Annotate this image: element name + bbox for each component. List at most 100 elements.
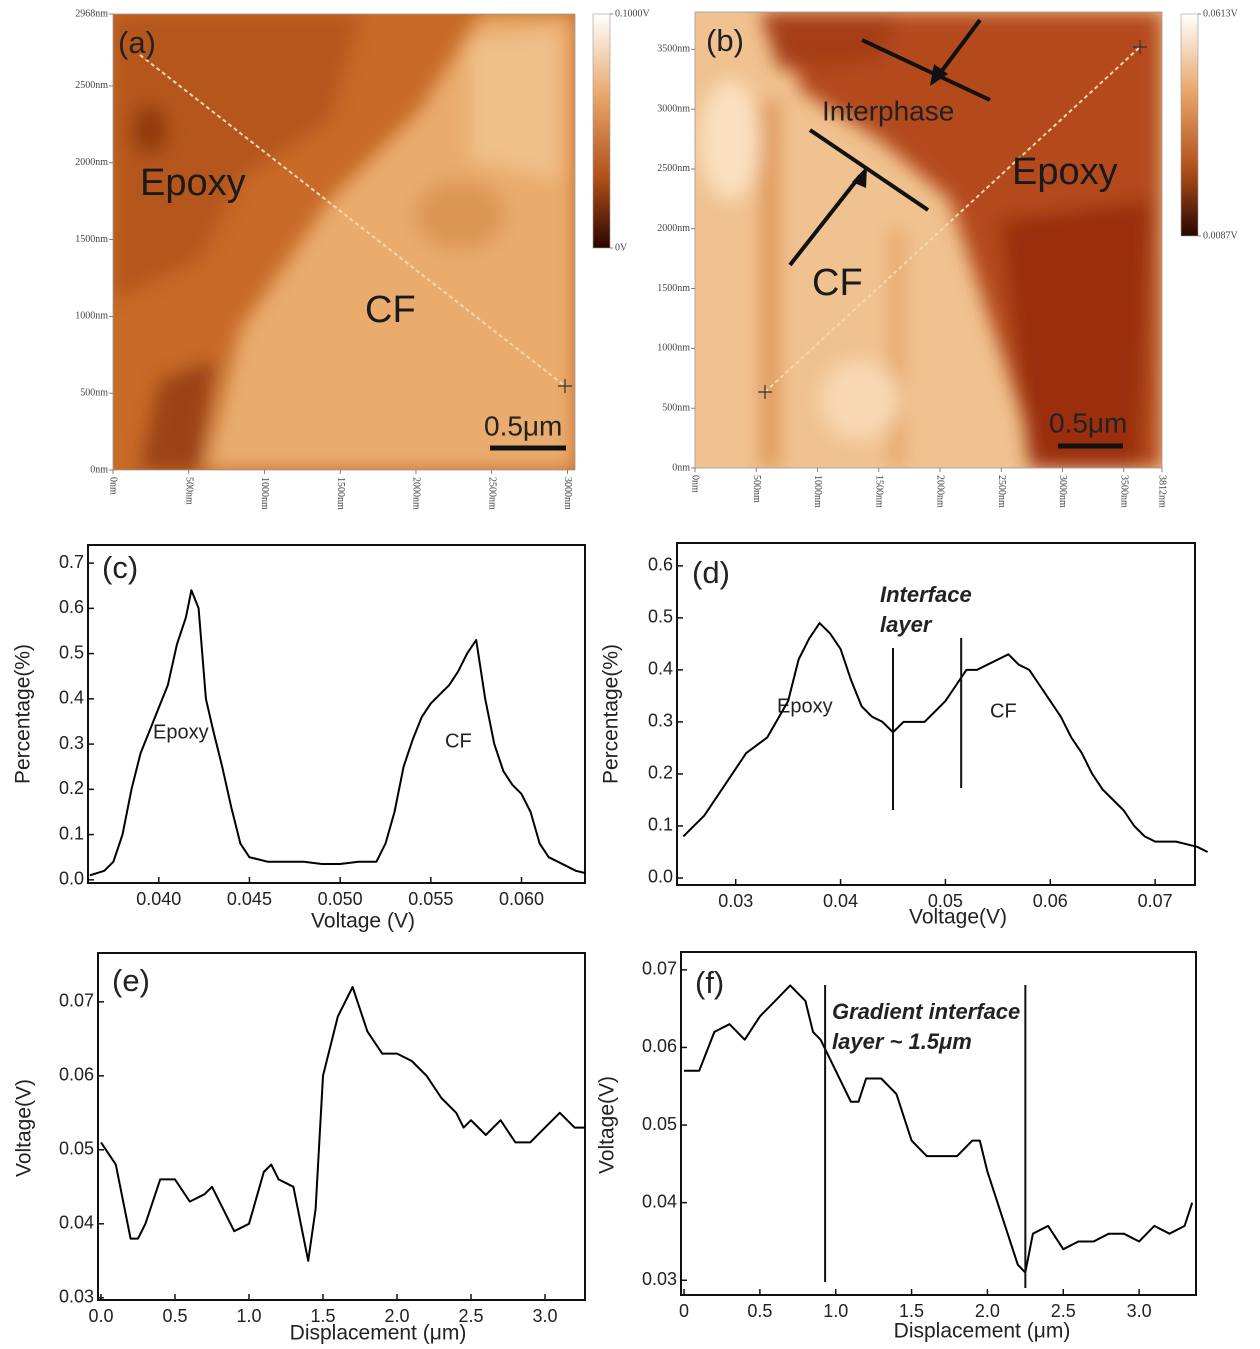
y-tick-label: 2500nm (657, 163, 690, 174)
x-tick-label: 1.5 (310, 1306, 335, 1326)
panel-label: (e) (112, 963, 150, 998)
y-tick-label: 1000nm (75, 311, 108, 322)
y-tick-label: 0.03 (642, 1269, 677, 1289)
y-tick-label: 0.07 (642, 959, 677, 979)
x-tick-label: 0.045 (227, 889, 272, 909)
annotation: CF (812, 262, 863, 304)
y-tick-label: 0.2 (648, 763, 673, 783)
colorbar-label: 0.1000V (615, 8, 651, 19)
y-tick-label: 0.05 (642, 1114, 677, 1134)
plot-frame (97, 952, 586, 1301)
arrow-head (852, 166, 867, 188)
image-frame (694, 11, 1163, 469)
annotation: Epoxy (140, 162, 246, 204)
x-tick-label: 3000nm (1057, 475, 1068, 508)
x-tick-label: 0.060 (499, 889, 544, 909)
x-tick-label: 2000nm (411, 477, 422, 510)
colorbar (1180, 13, 1199, 237)
x-tick-label: 500nm (751, 475, 762, 503)
x-tick-label: 0.05 (928, 891, 963, 911)
x-tick-label: 2500nm (486, 477, 497, 510)
colorbar-label: 0.0613V (1203, 8, 1239, 19)
data-line (682, 622, 1209, 853)
x-tick-label: 500nm (183, 477, 194, 505)
y-tick-label: 3500nm (657, 44, 690, 55)
x-tick-label: 0.040 (136, 889, 181, 909)
arrow-head (930, 64, 948, 86)
plot-frame (87, 544, 586, 884)
annotation: Epoxy (153, 721, 209, 743)
annotation: Interphase (822, 95, 954, 126)
y-tick-label: 1500nm (657, 283, 690, 294)
scale-bar-label: 0.5μm (484, 410, 562, 441)
annotation: Interface (880, 582, 972, 607)
plot-frame (676, 542, 1196, 886)
y-axis-label: Voltage(V) (596, 1076, 619, 1174)
y-tick-label: 0.03 (59, 1287, 94, 1307)
x-axis-label: Voltage(V) (909, 906, 1007, 929)
x-tick-label: 0nm (108, 477, 119, 495)
x-tick-label: 0.055 (408, 889, 453, 909)
y-tick-label: 2968nm (75, 8, 108, 19)
x-tick-label: 0.06 (1033, 891, 1068, 911)
x-axis-label: Displacement (μm) (894, 1320, 1071, 1343)
x-tick-label: 1000nm (259, 477, 270, 510)
y-tick-label: 0.3 (59, 733, 84, 753)
annotation: layer (880, 612, 933, 637)
x-tick-label: 1500nm (873, 475, 884, 508)
annotation: CF (990, 700, 1017, 722)
y-tick-label: 0.4 (648, 659, 673, 679)
x-tick-label: 0nm (690, 475, 701, 493)
y-tick-label: 0.5 (648, 607, 673, 627)
y-tick-label: 1000nm (657, 343, 690, 354)
data-line (100, 986, 585, 1262)
x-axis-label: Displacement (μm) (290, 1322, 467, 1345)
x-tick-label: 3.0 (1127, 1301, 1152, 1321)
y-tick-label: 0.0 (648, 867, 673, 887)
x-tick-label: 2500nm (996, 475, 1007, 508)
x-tick-label: 0.04 (823, 891, 858, 911)
data-line (684, 984, 1194, 1274)
x-tick-label: 3.0 (533, 1306, 558, 1326)
x-tick-label: 2.5 (1051, 1301, 1076, 1321)
y-axis-label: Percentage(%) (12, 644, 35, 784)
x-tick-label: 1500nm (335, 477, 346, 510)
x-tick-label: 0.5 (162, 1306, 187, 1326)
y-tick-label: 0.06 (642, 1036, 677, 1056)
annotation: Epoxy (1012, 151, 1118, 193)
annotation: layer ~ 1.5μm (832, 1029, 972, 1054)
x-tick-label: 1.5 (899, 1301, 924, 1321)
y-tick-label: 0.7 (59, 552, 84, 572)
y-axis-label: Percentage(%) (600, 644, 623, 784)
x-tick-label: 2.5 (459, 1306, 484, 1326)
x-tick-label: 0.07 (1138, 891, 1173, 911)
x-tick-label: 2.0 (975, 1301, 1000, 1321)
annotation: CF (365, 289, 416, 331)
y-tick-label: 500nm (662, 402, 690, 413)
y-tick-label: 2000nm (75, 157, 108, 168)
y-tick-label: 2000nm (657, 223, 690, 234)
panel-label: (d) (692, 555, 730, 590)
y-tick-label: 0.2 (59, 778, 84, 798)
y-tick-label: 0.1 (648, 815, 673, 835)
x-tick-label: 1.0 (236, 1306, 261, 1326)
panel-label: (b) (706, 23, 744, 58)
y-tick-label: 0.4 (59, 688, 84, 708)
y-tick-label: 0.06 (59, 1065, 94, 1085)
y-tick-label: 0.5 (59, 642, 84, 662)
x-tick-label: 0.5 (747, 1301, 772, 1321)
x-tick-label: 1.0 (823, 1301, 848, 1321)
x-axis-label: Voltage (V) (311, 910, 415, 933)
annotation: CF (445, 730, 472, 752)
x-tick-label: 2000nm (935, 475, 946, 508)
x-tick-label: 3000nm (562, 477, 573, 510)
x-tick-label: 0.03 (718, 891, 753, 911)
arrows (788, 18, 991, 267)
y-tick-label: 0.05 (59, 1139, 94, 1159)
y-tick-label: 500nm (80, 387, 108, 398)
y-tick-label: 0nm (90, 464, 108, 475)
x-tick-label: 3500nm (1118, 475, 1129, 508)
afm-image-a (113, 14, 575, 470)
image-frame (112, 13, 576, 471)
